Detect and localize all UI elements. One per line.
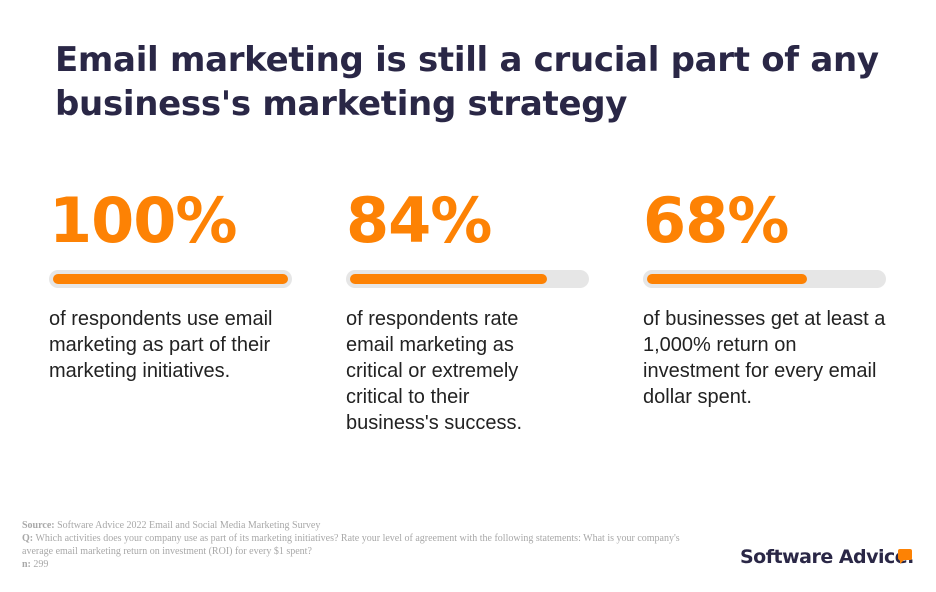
source-label: Source: xyxy=(22,520,55,531)
stat-description: of businesses get at least a 1,000% retu… xyxy=(643,308,886,408)
software-advice-logo: Software Advice. xyxy=(740,546,914,568)
progress-fill xyxy=(53,274,288,284)
stat-description: of respondents rate email marketing as c… xyxy=(346,308,523,434)
stat-description: of respondents use email marketing as pa… xyxy=(49,308,273,382)
question-label: Q: xyxy=(22,533,34,544)
question-text: Which activities does your company use a… xyxy=(22,533,680,557)
n-label: n: xyxy=(22,559,31,570)
source-footer: Source: Software Advice 2022 Email and S… xyxy=(22,519,682,571)
progress-track xyxy=(346,270,589,288)
stat-value: 100% xyxy=(49,184,238,257)
progress-fill xyxy=(647,274,807,284)
speech-bubble-icon xyxy=(898,549,912,564)
source-text: Software Advice 2022 Email and Social Me… xyxy=(57,520,321,531)
progress-track xyxy=(49,270,292,288)
progress-fill xyxy=(350,274,548,284)
stat-1: 100% of respondents use email marketing … xyxy=(49,184,299,382)
page-title: Email marketing is still a crucial part … xyxy=(55,40,879,124)
stat-3: 68% of businesses get at least a 1,000% … xyxy=(643,184,893,408)
stat-2: 84% of respondents rate email marketing … xyxy=(346,184,596,434)
progress-track xyxy=(643,270,886,288)
n-value: 299 xyxy=(33,559,49,570)
stat-value: 68% xyxy=(643,184,789,257)
stat-value: 84% xyxy=(346,184,492,257)
